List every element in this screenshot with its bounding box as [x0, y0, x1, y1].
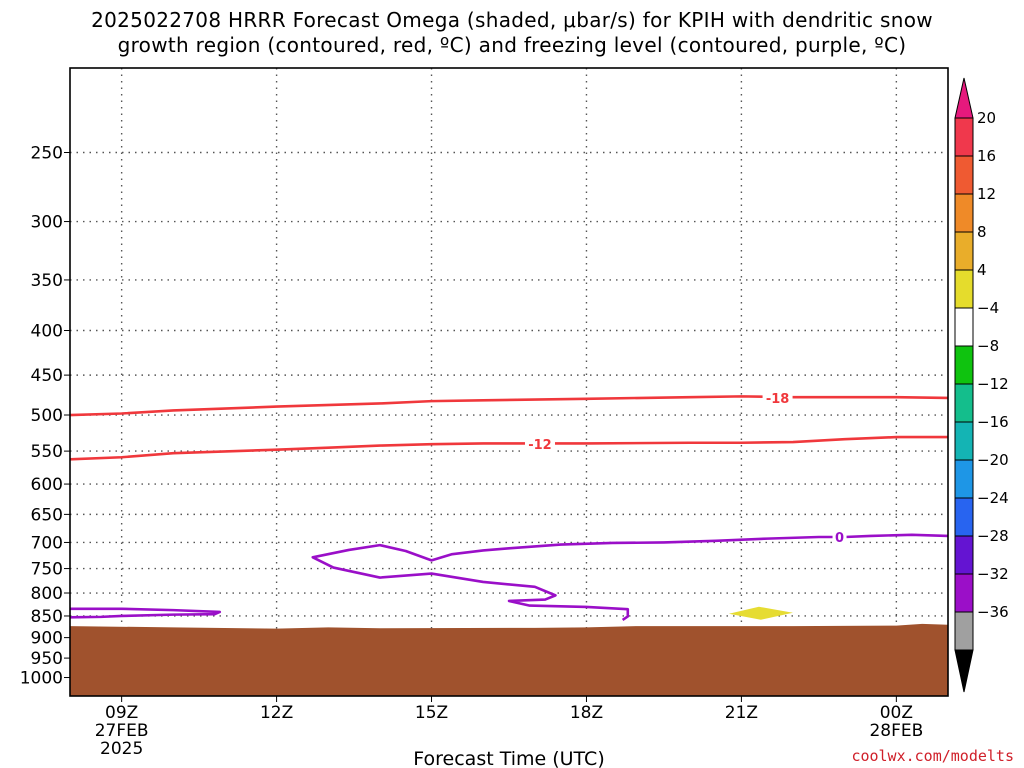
colorbar-swatch — [954, 611, 974, 651]
colorbar-swatch — [954, 497, 974, 537]
contour-line — [70, 435, 948, 461]
x-tick-sublabel: 27FEB — [95, 721, 149, 741]
y-tick-label: 750 — [31, 560, 63, 580]
colorbar-label: 8 — [977, 223, 987, 241]
contour-label-bg — [832, 528, 847, 545]
colorbar-swatch — [954, 193, 974, 233]
colorbar-swatch — [954, 269, 974, 309]
y-tick-label: 600 — [31, 475, 63, 495]
colorbar-swatch — [954, 421, 974, 461]
y-tick-label: 450 — [31, 366, 63, 386]
grid — [70, 68, 948, 696]
colorbar-label: −20 — [977, 451, 1009, 469]
y-tick-label: 850 — [31, 607, 63, 627]
x-tick-sublabel: 2025 — [100, 739, 143, 759]
axes: 2503003504004505005506006507007508008509… — [20, 144, 924, 759]
title-line-2: growth region (contoured, red, ºC) and f… — [117, 33, 907, 57]
colorbar-label: 12 — [977, 185, 996, 203]
colorbar-label: 16 — [977, 147, 996, 165]
colorbar-swatch — [954, 383, 974, 423]
y-tick-label: 550 — [31, 442, 63, 462]
colorbar-swatch — [954, 535, 974, 575]
colorbar-label: −36 — [977, 603, 1009, 621]
x-axis-label: Forecast Time (UTC) — [413, 748, 604, 768]
colorbar-under-triangle — [954, 649, 974, 693]
contour-line — [311, 533, 948, 622]
colorbar-swatch — [954, 459, 974, 499]
x-tick-label: 15Z — [415, 703, 448, 723]
colorbar-label: −8 — [977, 337, 999, 355]
x-tick-label: 09Z — [105, 703, 138, 723]
y-tick-label: 800 — [31, 584, 63, 604]
contour-label: -12 — [528, 438, 552, 453]
colorbar-label: −28 — [977, 527, 1009, 545]
y-tick-label: 250 — [31, 144, 63, 164]
colorbar-label: 20 — [977, 109, 996, 127]
y-tick-label: 950 — [31, 649, 63, 669]
colorbar: 20 16 12 8 4 −4 −8 −12 −16 −20 −24 −28 −32 −36 — [954, 77, 1009, 693]
colorbar-label: −16 — [977, 413, 1009, 431]
colorbar-swatch — [954, 307, 974, 347]
contour-label-bg — [524, 436, 555, 453]
y-tick-label: 650 — [31, 505, 63, 525]
y-tick-label: 1000 — [20, 669, 63, 689]
colorbar-swatch — [954, 117, 974, 157]
omega-shaded-region — [728, 606, 793, 620]
contour-line — [70, 607, 222, 619]
colorbar-label: −24 — [977, 489, 1009, 507]
colorbar-swatch — [954, 155, 974, 195]
credit-link[interactable]: coolwx.com/modelts — [851, 747, 1014, 765]
colorbar-swatch — [954, 231, 974, 271]
colorbar-swatch — [954, 345, 974, 385]
colorbar-label: −32 — [977, 565, 1009, 583]
y-tick-label: 400 — [31, 322, 63, 342]
contour-label: -18 — [766, 392, 790, 407]
colorbar-label: −4 — [977, 299, 999, 317]
contour-label-bg — [762, 389, 793, 406]
y-tick-label: 700 — [31, 533, 63, 553]
x-tick-sublabel: 28FEB — [869, 721, 923, 741]
x-tick-label: 12Z — [260, 703, 293, 723]
x-tick-label: 18Z — [570, 703, 603, 723]
x-tick-label: 21Z — [725, 703, 758, 723]
title-line-1: 2025022708 HRRR Forecast Omega (shaded, … — [91, 8, 933, 32]
colorbar-swatch — [954, 573, 974, 613]
plot-area: -18 -12 0 — [70, 389, 948, 696]
y-tick-label: 350 — [31, 271, 63, 291]
colorbar-label: −12 — [977, 375, 1009, 393]
colorbar-over-triangle — [954, 77, 974, 119]
contour-label: 0 — [835, 531, 844, 546]
terrain-fill — [70, 623, 948, 696]
y-tick-label: 900 — [31, 629, 63, 649]
contour-line — [70, 395, 948, 417]
x-tick-label: 00Z — [880, 703, 913, 723]
y-tick-label: 300 — [31, 213, 63, 233]
plot-frame — [69, 67, 949, 697]
y-tick-label: 500 — [31, 406, 63, 426]
chart-title: 2025022708 HRRR Forecast Omega (shaded, … — [0, 8, 1024, 58]
colorbar-label: 4 — [977, 261, 987, 279]
